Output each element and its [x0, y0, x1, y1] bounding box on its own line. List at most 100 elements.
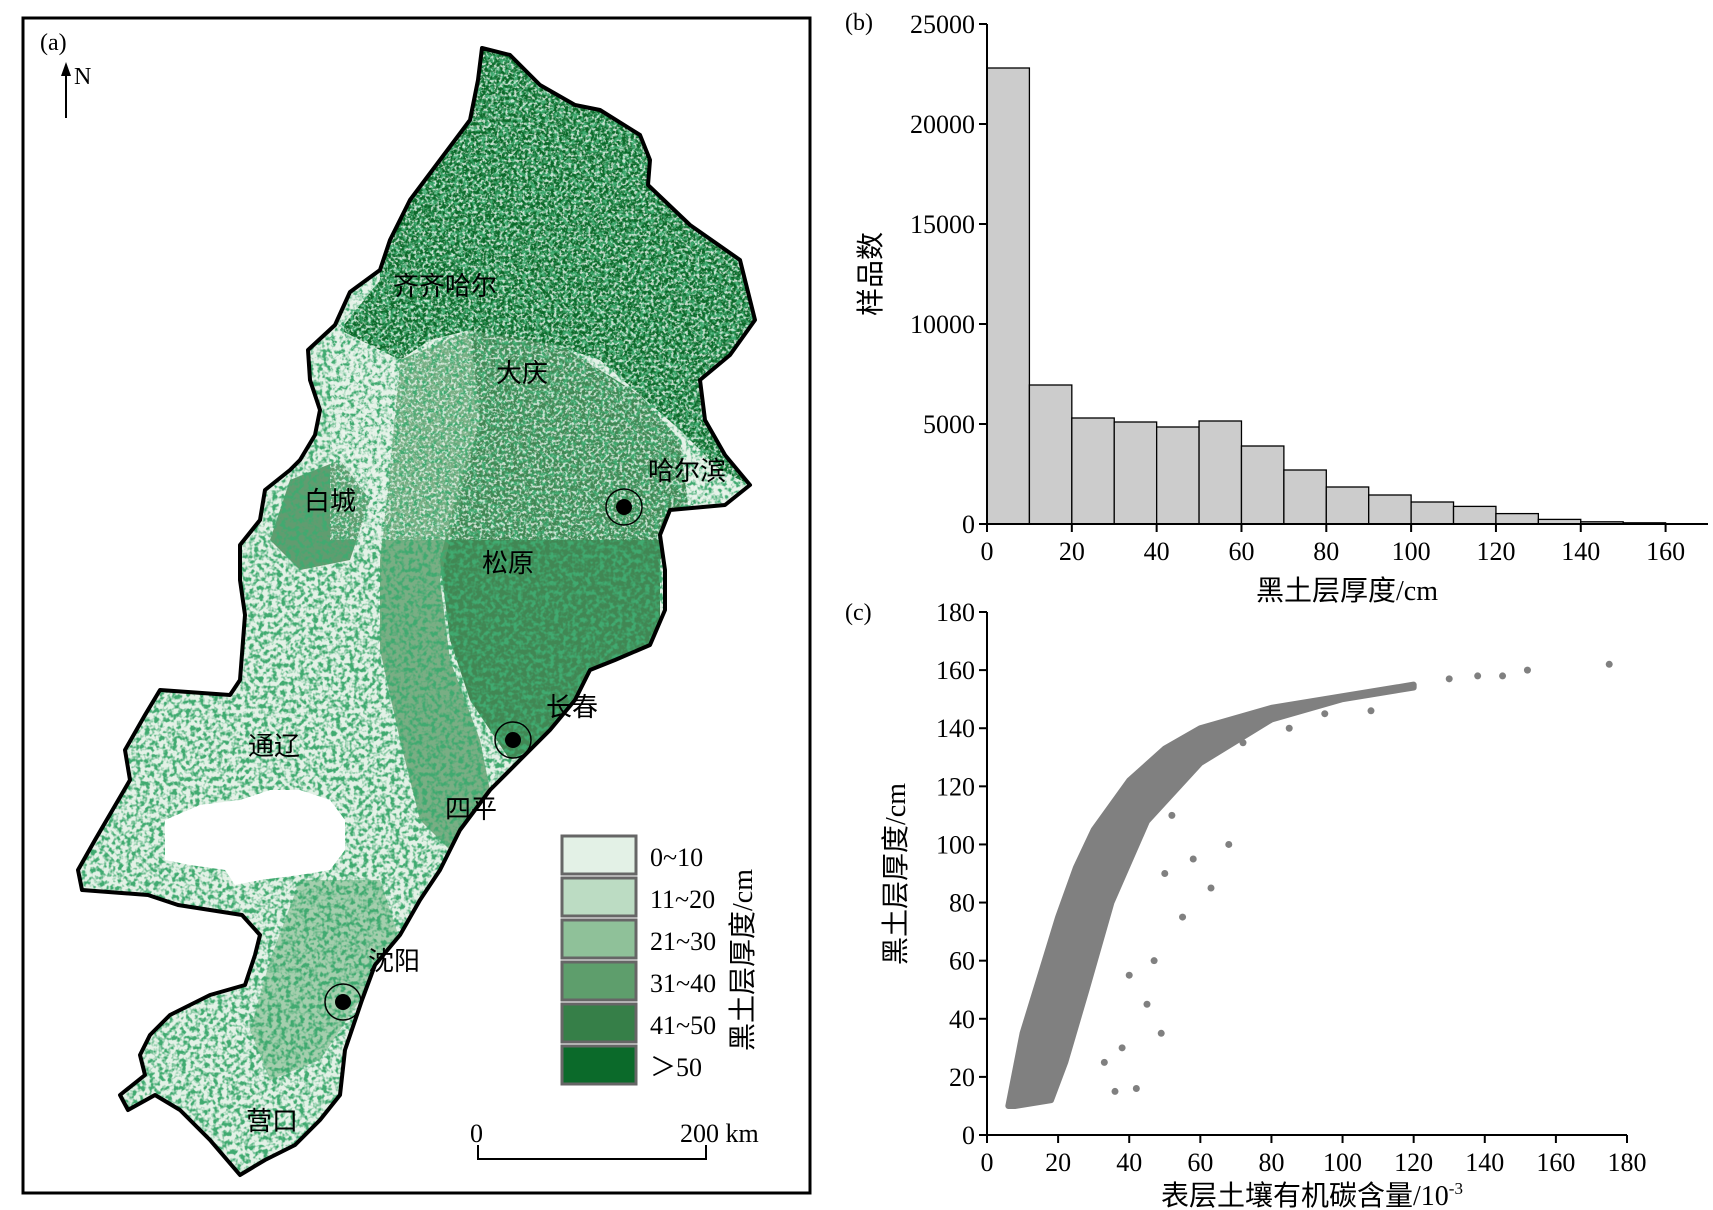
panel-c-label: (c): [845, 600, 872, 626]
city-dot-icon: [335, 994, 351, 1010]
legend-item-4: 41~50: [560, 1002, 716, 1044]
histogram-bar: [1283, 469, 1327, 525]
region-outline: [76, 46, 757, 1177]
x-tick-label: 140: [1465, 1148, 1504, 1177]
legend-item-5: ＞50: [560, 1044, 702, 1086]
city-ring-icon: [605, 488, 643, 526]
city-label-baicheng: 白城: [304, 487, 356, 516]
y-tick-label: 180: [936, 598, 975, 627]
scatter-point: [1118, 1044, 1126, 1052]
map-legend: 0~10 11~20 21~30 31~40 41~50 ＞50: [560, 834, 759, 1086]
scatter-point-cloud: [1005, 681, 1417, 1109]
legend-swatch: [560, 1002, 638, 1044]
x-tick-label: 40: [1144, 537, 1170, 566]
scatter-x-axis-title-main: 表层土壤有机碳含量/10: [1161, 1180, 1449, 1210]
scatter-x-axis-title: 表层土壤有机碳含量/10-3: [1161, 1179, 1463, 1210]
scatter-point: [1474, 672, 1482, 680]
scatter-point: [1132, 1085, 1140, 1093]
map-panel: (a) N: [21, 16, 812, 1195]
x-tick-label: 60: [1228, 537, 1254, 566]
x-tick-label: 100: [1392, 537, 1431, 566]
city-label-daqing: 大庆: [496, 359, 548, 388]
scale-start-label: 0: [470, 1119, 483, 1148]
legend-label: 11~20: [650, 885, 715, 914]
city-labels: 齐齐哈尔 大庆 哈尔滨 白城 松原 长春 通辽 四平 沈阳 营口: [246, 272, 726, 1136]
histogram-bar: [1071, 417, 1115, 525]
city-marker-harbin: [605, 488, 643, 526]
y-tick-label: 20: [949, 1063, 975, 1092]
scatter-point: [1285, 724, 1293, 732]
x-tick-label: 120: [1476, 537, 1515, 566]
panel-a-label: (a): [40, 30, 67, 56]
x-tick-label: 0: [981, 537, 994, 566]
scatter-point: [1125, 971, 1133, 979]
city-marker-shenyang: [324, 983, 362, 1021]
histogram-bar: [1368, 494, 1412, 525]
city-label-yingkou: 营口: [246, 1107, 298, 1136]
y-tick-label: 60: [949, 947, 975, 976]
x-tick-label: 20: [1059, 537, 1085, 566]
histogram-bar: [1495, 512, 1540, 525]
scatter-point: [1150, 957, 1158, 965]
x-tick-label: 180: [1608, 1148, 1647, 1177]
panel-b-label: (b): [845, 10, 873, 36]
legend-label: 41~50: [650, 1011, 716, 1040]
scatter-point: [1157, 1029, 1165, 1037]
y-tick-label: 40: [949, 1005, 975, 1034]
y-tick-label: 10000: [910, 310, 975, 339]
legend-label: ＞50: [650, 1053, 702, 1082]
y-tick-label: 100: [936, 830, 975, 859]
x-tick-label: 80: [1313, 537, 1339, 566]
legend-label: 0~10: [650, 843, 703, 872]
histogram-y-ticks: 0 5000 10000 15000 20000 25000: [910, 10, 987, 539]
scatter-point: [1499, 672, 1507, 680]
scale-bar-line: [477, 1145, 707, 1160]
scatter-point: [1523, 666, 1531, 674]
y-tick-label: 0: [962, 510, 975, 539]
x-tick-label: 80: [1258, 1148, 1284, 1177]
city-label-changchun: 长春: [546, 693, 598, 722]
scatter-point: [1143, 1000, 1151, 1008]
legend-swatch: [560, 876, 638, 918]
scatter-point: [1367, 707, 1375, 715]
histogram-bar: [1240, 445, 1285, 525]
city-label-qiqihar: 齐齐哈尔: [393, 272, 497, 301]
scale-bar: 0 200 km: [470, 1119, 759, 1160]
x-tick-label: 160: [1536, 1148, 1575, 1177]
city-marker-changchun: [494, 721, 532, 759]
y-tick-label: 140: [936, 714, 975, 743]
scatter-point: [1161, 870, 1169, 877]
y-tick-label: 25000: [910, 10, 975, 39]
histogram-y-axis-title: 样品数: [855, 232, 887, 316]
scatter-x-ticks: 0 20 40 60 80 100 120 140 160 180: [981, 1135, 1647, 1177]
city-label-siping: 四平: [445, 795, 497, 824]
legend-swatch: [560, 918, 638, 960]
scatter-x-axis-title-sup: -3: [1449, 1179, 1463, 1198]
north-arrow: N: [61, 62, 91, 118]
city-markers: [324, 488, 643, 1021]
legend-swatch: [560, 960, 638, 1002]
x-tick-label: 60: [1187, 1148, 1213, 1177]
histogram-bar: [1410, 501, 1455, 525]
legend-label: 31~40: [650, 969, 716, 998]
y-tick-label: 120: [936, 772, 975, 801]
histogram-bar: [986, 67, 1031, 525]
y-tick-label: 80: [949, 889, 975, 918]
x-tick-label: 20: [1045, 1148, 1071, 1177]
y-tick-label: 20000: [910, 110, 975, 139]
x-tick-label: 100: [1323, 1148, 1362, 1177]
city-dot-icon: [616, 499, 632, 515]
legend-item-0: 0~10: [560, 834, 703, 876]
scale-end-label: 200 km: [680, 1119, 759, 1148]
histogram-x-ticks: 0 20 40 60 80 100 120 140 160: [981, 524, 1685, 566]
city-label-harbin: 哈尔滨: [648, 457, 726, 486]
x-tick-label: 140: [1561, 537, 1600, 566]
city-ring-icon: [324, 983, 362, 1021]
no-data-patch: [165, 790, 345, 885]
city-dot-icon: [505, 732, 521, 748]
legend-title: 黑土层厚度/cm: [727, 869, 759, 1051]
y-tick-label: 160: [936, 656, 975, 685]
scatter-point: [1100, 1058, 1108, 1066]
x-tick-label: 40: [1116, 1148, 1142, 1177]
